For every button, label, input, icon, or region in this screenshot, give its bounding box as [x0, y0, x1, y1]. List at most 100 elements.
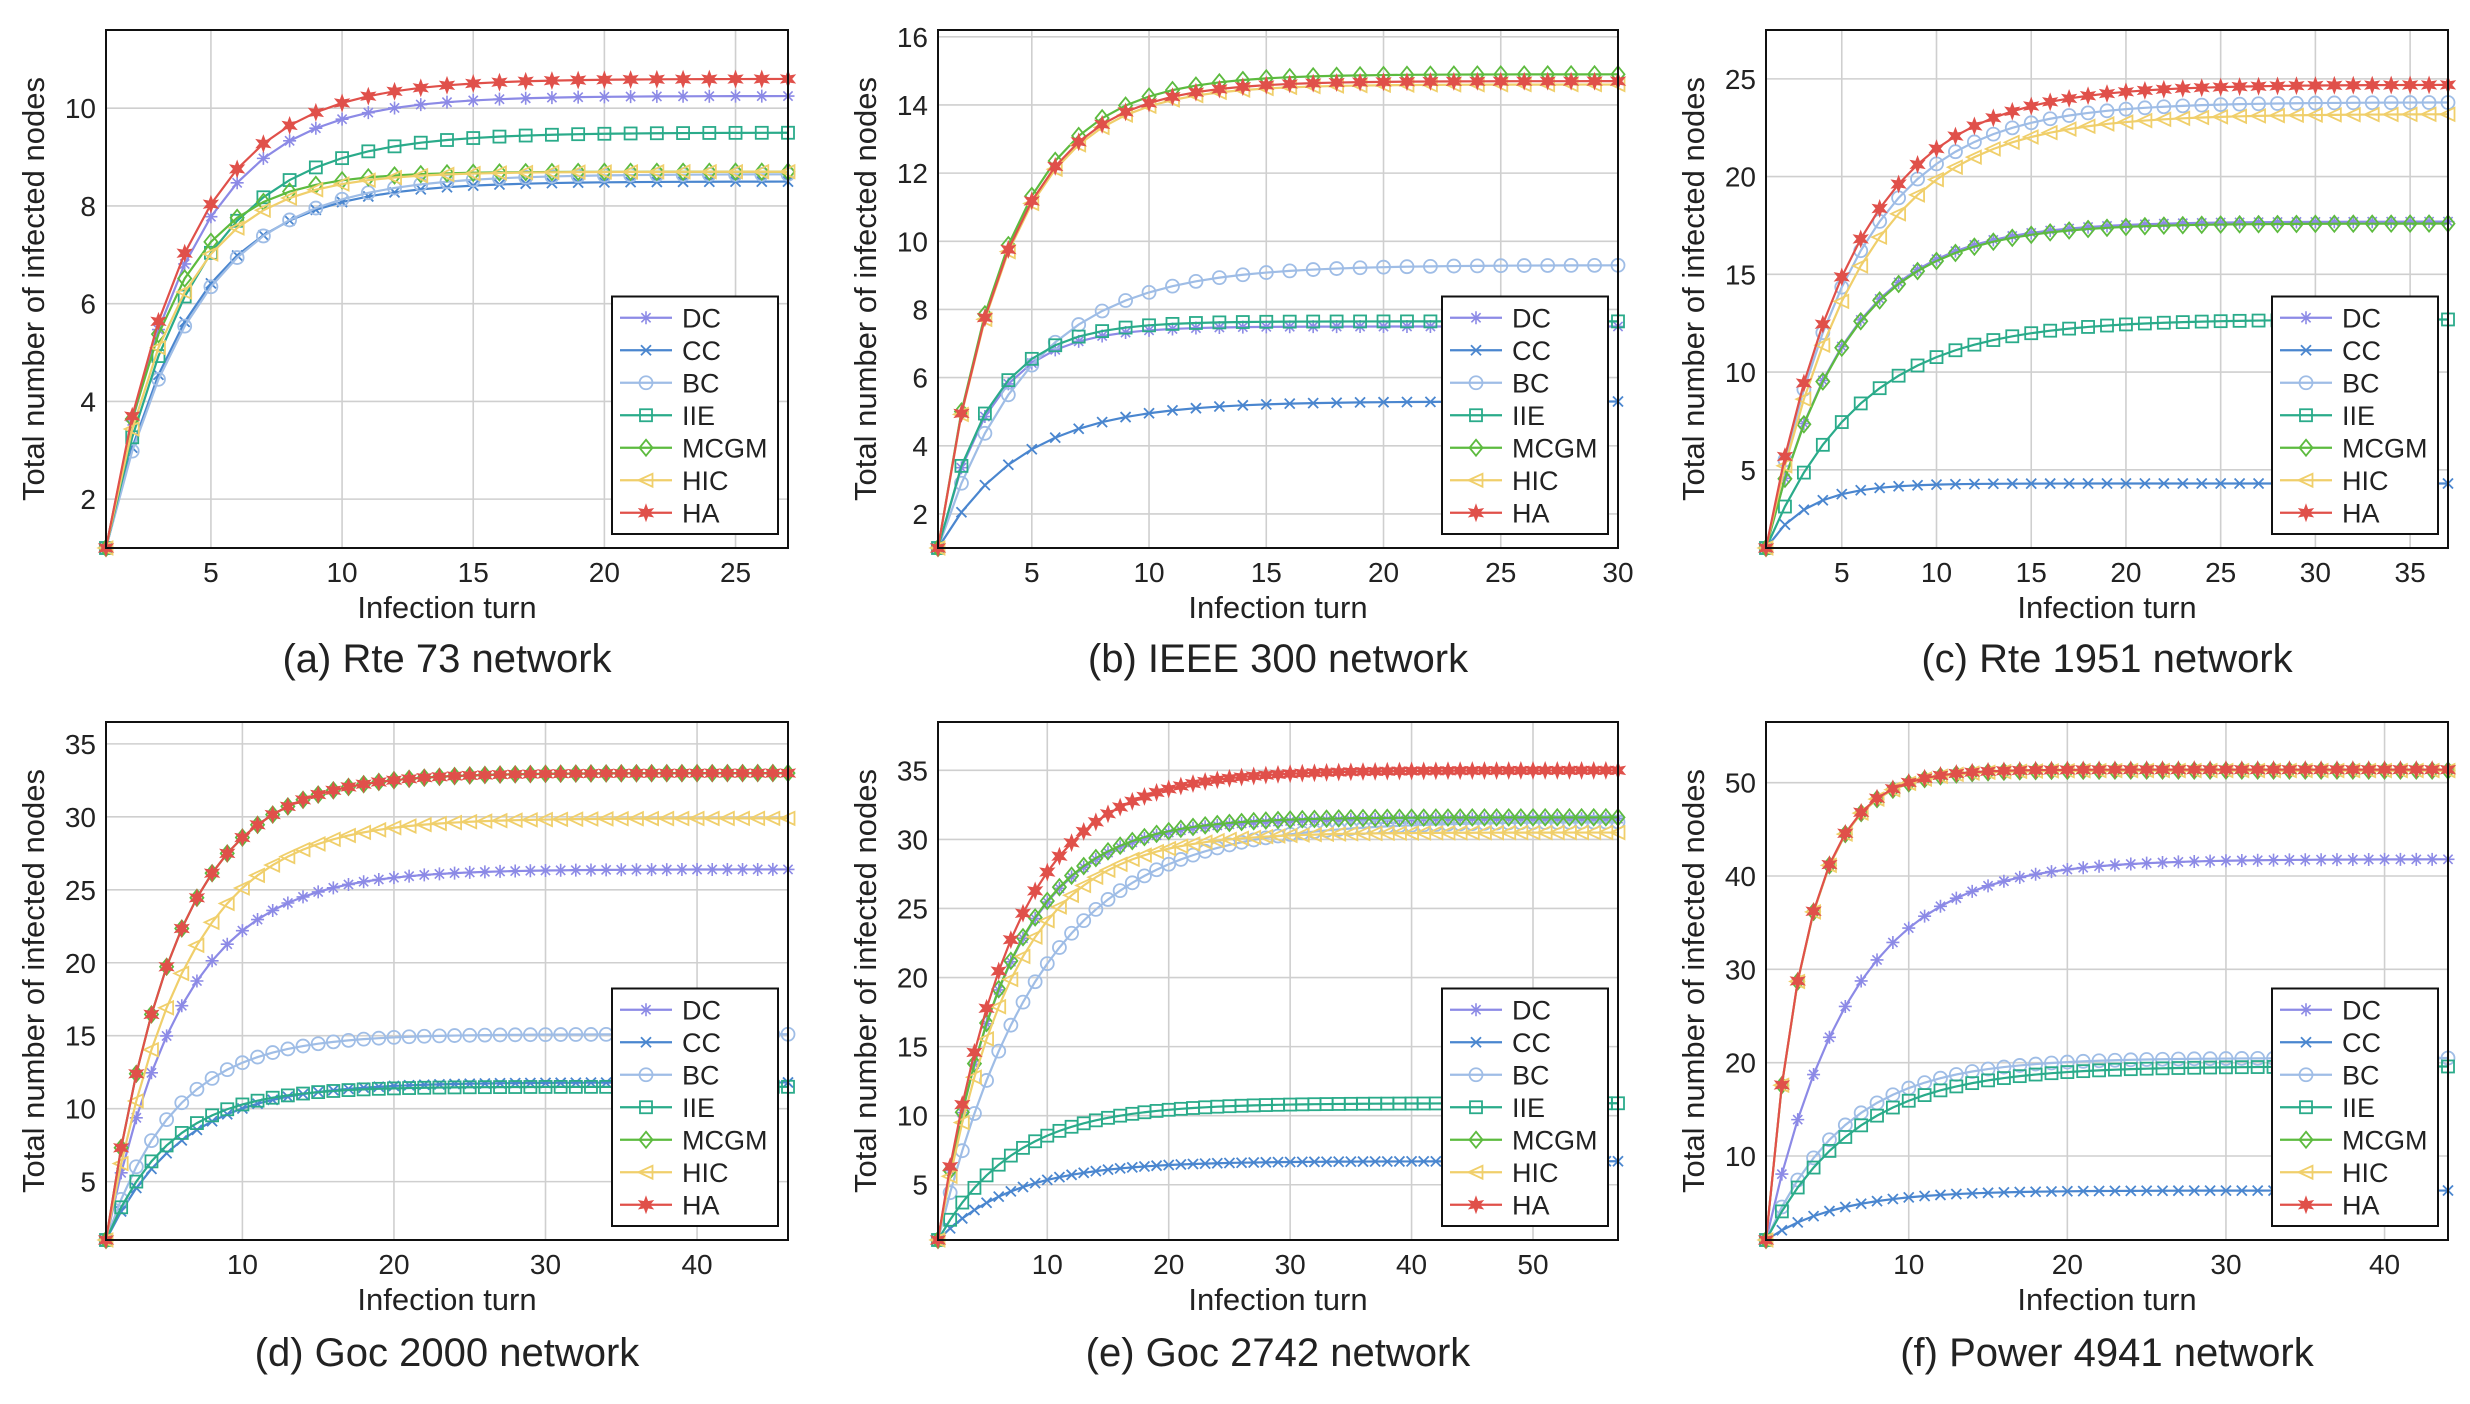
data-point-bc	[2059, 1054, 2075, 1070]
data-point-mcgm	[1148, 824, 1165, 844]
data-point-iie	[2108, 1062, 2122, 1077]
data-point-ha	[2023, 96, 2040, 116]
data-point-dc	[2346, 853, 2360, 867]
data-point-mcgm	[1331, 808, 1347, 828]
legend-item-ha: HA	[2280, 1190, 2380, 1220]
legend-label: HIC	[2342, 1158, 2389, 1188]
data-point-dc	[1575, 812, 1589, 826]
data-point-dc	[1210, 818, 1224, 832]
data-point-cc	[2120, 477, 2132, 490]
data-point-iie	[728, 125, 743, 140]
data-point-ha	[1140, 93, 1158, 113]
legend-label: BC	[1512, 368, 1550, 398]
data-point-bc	[2202, 1051, 2218, 1067]
data-point-hic	[253, 202, 271, 219]
data-point-bc	[1282, 263, 1298, 279]
legend-marker	[640, 344, 652, 356]
data-point-iie	[597, 126, 612, 141]
data-point-ha	[340, 777, 357, 797]
data-point-dc	[2076, 861, 2090, 875]
data-point-mcgm	[1440, 808, 1456, 827]
data-point-iie	[1329, 314, 1344, 329]
data-point-cc	[2204, 1185, 2216, 1197]
data-point-dc	[1902, 921, 1916, 935]
data-point-ha	[1805, 901, 1822, 921]
data-point-dc	[1295, 814, 1309, 828]
data-point-bc	[356, 1031, 372, 1047]
x-tick-label: 20	[2052, 1249, 2083, 1280]
legend-label: CC	[2342, 336, 2381, 366]
data-point-cc	[1102, 1164, 1114, 1176]
data-point-dc	[478, 865, 492, 879]
legend-label: CC	[1512, 1028, 1551, 1058]
legend-item-mcgm: MCGM	[1450, 433, 1597, 463]
data-point-iie	[2232, 313, 2247, 328]
legend-marker	[2298, 1067, 2314, 1083]
data-point-dc	[2187, 854, 2201, 868]
data-point-mcgm	[1537, 807, 1553, 827]
series-ha	[1757, 760, 2457, 1250]
data-point-dc	[2119, 218, 2133, 232]
data-point-ha	[1916, 768, 1933, 788]
data-point-dc	[2062, 222, 2076, 236]
data-point-ha	[128, 1064, 145, 1084]
data-point-ha	[1422, 72, 1439, 91]
x-tick-label: 10	[227, 1249, 258, 1280]
data-point-ha	[1026, 881, 1044, 901]
series-line-ha	[104, 771, 789, 1241]
data-point-cc	[1903, 1191, 1915, 1203]
data-point-dc	[175, 999, 189, 1013]
data-point-bc	[2234, 1051, 2250, 1066]
data-point-dc	[448, 866, 462, 880]
data-point-hic	[1851, 257, 1869, 274]
data-point-iie	[2012, 1069, 2027, 1084]
data-point-hic	[444, 814, 462, 831]
data-point-mcgm	[2099, 218, 2115, 238]
data-point-dc	[1320, 813, 1334, 827]
data-point-ha	[648, 69, 666, 89]
data-point-hic	[1098, 862, 1116, 879]
data-point-iie	[1165, 316, 1180, 331]
data-point-mcgm	[1872, 290, 1888, 310]
data-point-dc	[629, 863, 643, 877]
data-point-cc	[1248, 1156, 1260, 1169]
data-point-mcgm	[1379, 808, 1395, 828]
data-point-iie	[568, 1079, 583, 1094]
data-point-dc	[281, 896, 295, 910]
data-point-ha	[941, 1157, 959, 1177]
data-point-dc	[256, 151, 270, 165]
data-point-dc	[2100, 219, 2114, 233]
legend-label: IIE	[682, 1093, 715, 1123]
data-point-ha	[1821, 855, 1838, 875]
data-point-hic	[172, 965, 190, 982]
data-point-ha	[2233, 760, 2250, 780]
data-point-iie	[250, 1093, 265, 1108]
data-point-ha	[976, 308, 994, 328]
data-point-ha	[2376, 760, 2393, 780]
data-point-dc	[178, 257, 192, 271]
data-point-ha	[2090, 760, 2108, 780]
data-point-bc	[203, 279, 219, 295]
legend-marker	[1468, 1067, 1484, 1083]
data-point-bc	[538, 1027, 553, 1043]
data-point-bc	[1100, 892, 1116, 907]
data-point-dc	[2282, 853, 2296, 867]
data-point-ha	[1117, 102, 1134, 122]
data-point-ha	[2004, 101, 2021, 121]
data-point-dc	[1101, 846, 1115, 860]
data-point-mcgm	[1947, 243, 1964, 263]
y-tick-label: 4	[912, 431, 928, 462]
data-point-dc	[1465, 812, 1479, 826]
legend-label: CC	[682, 1028, 721, 1058]
data-point-dc	[1236, 320, 1250, 334]
data-point-ha	[2281, 760, 2298, 780]
data-point-bc	[1076, 913, 1092, 929]
data-point-dc	[235, 924, 249, 938]
legend-label: MCGM	[1512, 433, 1597, 463]
data-point-mcgm	[1549, 807, 1565, 827]
data-point-ha	[438, 75, 456, 95]
data-point-iie	[371, 1081, 386, 1096]
data-point-mcgm	[2402, 214, 2418, 234]
data-point-bc	[1399, 259, 1415, 275]
data-point-iie	[356, 1082, 371, 1097]
